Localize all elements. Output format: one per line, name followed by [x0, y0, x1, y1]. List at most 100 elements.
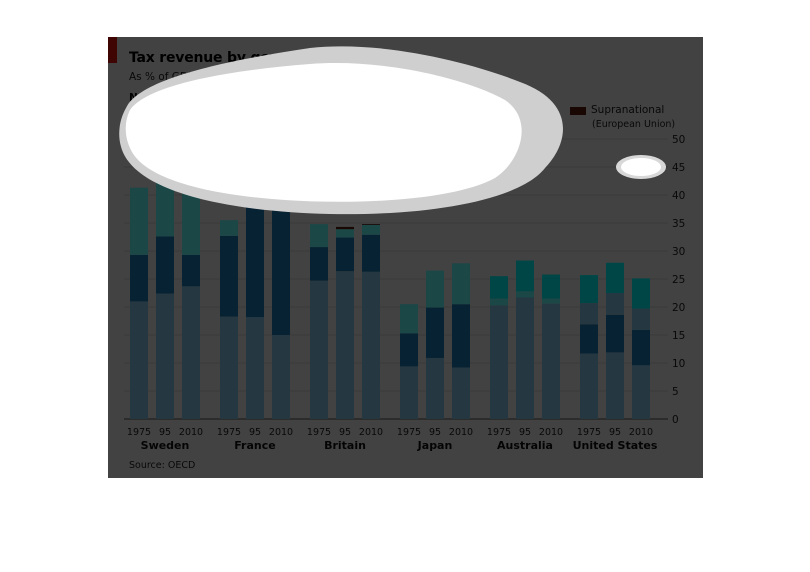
bar-segment-central: [606, 352, 624, 419]
group-label: Japan: [417, 439, 453, 452]
bar-segment-central: [542, 303, 560, 419]
group-label: Australia: [497, 439, 553, 452]
y-tick-label: 25: [672, 274, 685, 286]
bar-segment-social-security: [310, 247, 328, 281]
bar-segment-local: [362, 224, 380, 235]
bar-segment-central: [156, 293, 174, 419]
bar-segment-state-or-regional: [490, 276, 508, 299]
bar-segment-central: [310, 280, 328, 419]
bar-segment-social-security: [220, 235, 238, 317]
bar-segment-central: [490, 305, 508, 419]
x-tick-label: 2010: [269, 427, 293, 438]
bar-segment-social-security: [130, 254, 148, 302]
bar-segment-state-or-regional: [542, 274, 560, 299]
x-tick-label: 1975: [487, 427, 511, 438]
bar-segment-supranational: [182, 164, 200, 166]
group-label: Sweden: [141, 439, 190, 452]
y-tick-label: 35: [672, 218, 685, 230]
bar-segment-supranational: [156, 153, 174, 155]
x-tick-label: 1975: [217, 427, 241, 438]
bar-segment-local: [310, 224, 328, 248]
x-tick-label: 2010: [539, 427, 563, 438]
bar-segment-state-or-regional: [606, 262, 624, 293]
bar-segment-central-upper-band: [580, 303, 598, 325]
bar-segment-local: [182, 165, 200, 255]
bar-segment-local: [542, 298, 560, 304]
bar-segment-local: [400, 304, 418, 334]
bar-segment-local: [336, 229, 354, 238]
bar-segment-central: [516, 297, 534, 419]
bar-segment-social-security: [246, 205, 264, 318]
x-tick-label: 95: [159, 427, 171, 438]
source-note: Source: OECD: [129, 460, 196, 471]
bar-segment-supranational: [362, 224, 380, 225]
y-tick-label: 50: [672, 134, 685, 146]
bar-segment-social-security: [606, 314, 624, 353]
bar-segment-social-security: [426, 307, 444, 358]
bar-segment-central: [220, 316, 238, 419]
x-tick-label: 95: [519, 427, 531, 438]
bar-segment-local: [490, 298, 508, 306]
bar-segment-local: [272, 180, 290, 208]
bar-segment-social-security: [156, 236, 174, 294]
group-label: United States: [573, 439, 658, 452]
bar-segment-supranational: [272, 179, 290, 181]
bar-segment-central-upper-band: [606, 293, 624, 315]
y-tick-label: 40: [672, 190, 685, 202]
bar-segment-local: [246, 179, 264, 206]
bar-segment-central: [336, 271, 354, 419]
bar-segment-central: [400, 366, 418, 419]
x-tick-label: 2010: [629, 427, 653, 438]
bar-segment-supranational: [246, 178, 264, 180]
y-tick-label: 10: [672, 358, 685, 370]
bar-segment-state-or-regional: [516, 260, 534, 292]
bar-segment-social-security: [452, 304, 470, 368]
bar-segment-central: [426, 357, 444, 419]
bar-segment-central: [130, 301, 148, 419]
bar-segment-social-security: [580, 324, 598, 354]
x-tick-label: 1975: [577, 427, 601, 438]
bar-segment-state-or-regional: [632, 278, 650, 309]
bar-segment-social-security: [182, 254, 200, 287]
bar-segment-central: [580, 353, 598, 419]
x-tick-label: 95: [429, 427, 441, 438]
x-tick-label: 2010: [179, 427, 203, 438]
bar-segment-state-or-regional: [580, 275, 598, 304]
bar-segment-central: [632, 365, 650, 419]
bar-segment-supranational: [336, 226, 354, 230]
x-tick-label: 95: [609, 427, 621, 438]
x-tick-label: 1975: [397, 427, 421, 438]
x-tick-label: 1975: [127, 427, 151, 438]
x-tick-label: 1975: [307, 427, 331, 438]
group-label: Britain: [324, 439, 366, 452]
bar-segment-social-security: [632, 329, 650, 366]
y-tick-label: 5: [672, 386, 679, 398]
bar-segment-central: [362, 271, 380, 419]
bar-segment-social-security: [362, 234, 380, 272]
bar-segment-local: [130, 187, 148, 255]
x-tick-label: 95: [249, 427, 261, 438]
y-tick-label: 0: [672, 414, 679, 426]
bar-segment-central: [452, 367, 470, 419]
bar-segment-social-security: [272, 207, 290, 335]
y-tick-label: 45: [672, 162, 685, 174]
x-tick-label: 2010: [449, 427, 473, 438]
bar-segment-local: [452, 263, 470, 305]
bar-segment-local: [156, 154, 174, 237]
x-tick-label: 95: [339, 427, 351, 438]
bar-segment-central: [246, 317, 264, 419]
bar-segment-central-upper-band: [632, 308, 650, 330]
x-tick-label: 2010: [359, 427, 383, 438]
bar-segment-local: [220, 220, 238, 236]
bar-segment-local: [516, 291, 534, 298]
bar-segment-social-security: [336, 237, 354, 272]
bar-segment-social-security: [400, 333, 418, 367]
y-tick-label: 30: [672, 246, 685, 258]
y-tick-label: 15: [672, 330, 685, 342]
y-tick-label: 20: [672, 302, 685, 314]
bar-segment-local: [426, 270, 444, 308]
bar-segment-central: [272, 335, 290, 419]
bar-segment-central: [182, 286, 200, 419]
group-label: France: [234, 439, 275, 452]
